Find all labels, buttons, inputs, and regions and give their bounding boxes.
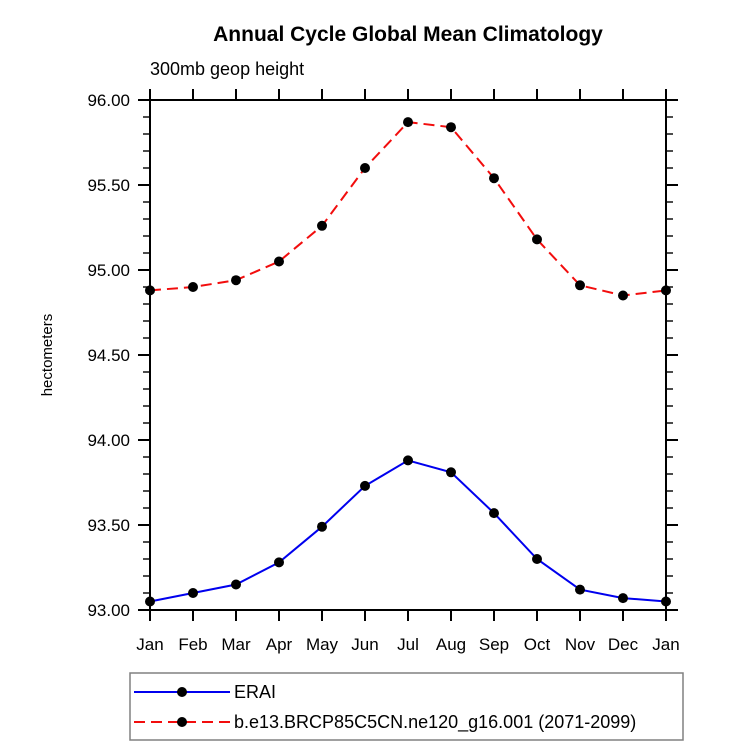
- x-tick-label: May: [306, 635, 339, 654]
- series-marker-0: [403, 455, 413, 466]
- series-marker-0: [188, 588, 198, 598]
- axis-labels-group: Jan Feb Mar Apr May Jun Jul Aug Sep Oct Nov Dec Jan 9…: [87, 91, 679, 654]
- y-tick-label: 93.00: [87, 601, 130, 620]
- y-axis-label: hectometers: [39, 314, 56, 397]
- legend-marker-0: [177, 687, 187, 697]
- y-tick-label: 95.50: [87, 176, 130, 195]
- x-tick-label: Aug: [436, 635, 466, 654]
- series-marker-1: [360, 163, 370, 173]
- series-marker-1: [661, 285, 671, 296]
- y-tick-label: 96.00: [87, 91, 130, 110]
- series-marker-0: [532, 554, 542, 564]
- legend-label-1: b.e13.BRCP85C5CN.ne120_g16.001 (2071-209…: [234, 712, 636, 733]
- y-tick-label: 94.50: [87, 346, 130, 365]
- x-tick-label: Jul: [397, 635, 419, 654]
- series-marker-1: [446, 122, 456, 133]
- legend-group: ERAI b.e13.BRCP85C5CN.ne120_g16.001 (2071…: [129, 672, 684, 741]
- plot-frame: [149, 99, 667, 611]
- chart-title: Annual Cycle Global Mean Climatology: [213, 23, 603, 46]
- chart-subtitle: 300mb geop height: [150, 59, 304, 79]
- series-marker-0: [446, 467, 456, 478]
- legend-box: [129, 672, 684, 741]
- series-marker-1: [618, 290, 628, 301]
- x-tick-label: Jan: [652, 635, 679, 654]
- series-marker-1: [231, 275, 241, 286]
- series-marker-0: [360, 480, 370, 491]
- legend-marker-1: [177, 717, 187, 727]
- series-line-1: [149, 121, 667, 297]
- series-marker-1: [532, 234, 542, 245]
- x-tick-label: Mar: [221, 635, 251, 654]
- series-marker-0: [618, 593, 628, 604]
- series-marker-0: [661, 596, 671, 607]
- series-marker-1: [489, 173, 499, 184]
- series-marker-1: [403, 117, 413, 128]
- x-tick-label: Jun: [351, 635, 378, 654]
- series-marker-0: [145, 596, 155, 607]
- series-marker-1: [188, 282, 198, 292]
- y-tick-label: 94.00: [87, 431, 130, 450]
- x-tick-label: Sep: [479, 635, 509, 654]
- series-marker-1: [575, 280, 585, 291]
- series-marker-1: [145, 285, 155, 296]
- x-tick-label: Nov: [565, 635, 596, 654]
- x-tick-label: Feb: [178, 635, 207, 654]
- series-marker-1: [317, 220, 327, 231]
- series-marker-0: [489, 508, 499, 519]
- x-tick-label: Apr: [266, 635, 293, 654]
- y-tick-label: 93.50: [87, 516, 130, 535]
- legend-label-0: ERAI: [234, 682, 276, 702]
- series-marker-0: [575, 584, 585, 595]
- series-line-0: [149, 459, 667, 603]
- series-group: [145, 117, 671, 607]
- x-tick-label: Oct: [524, 635, 551, 654]
- x-tick-label: Dec: [608, 635, 639, 654]
- series-marker-0: [317, 521, 327, 532]
- series-marker-0: [274, 557, 284, 568]
- plot-frame-group: [149, 99, 667, 611]
- series-marker-0: [231, 579, 241, 590]
- x-tick-label: Jan: [136, 635, 163, 654]
- axis-ticks-group: [138, 89, 678, 621]
- y-tick-label: 95.00: [87, 261, 130, 280]
- series-marker-1: [274, 256, 284, 267]
